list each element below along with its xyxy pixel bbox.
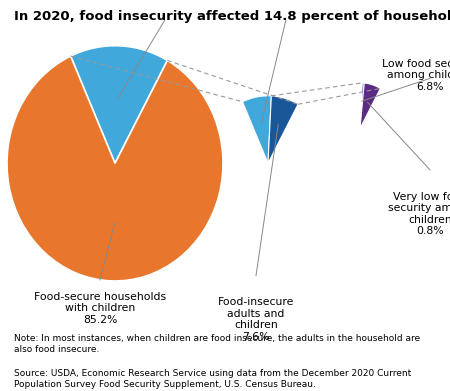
Wedge shape	[7, 56, 223, 281]
Wedge shape	[71, 46, 167, 163]
Text: Low food security
among children
6.8%: Low food security among children 6.8%	[382, 59, 450, 92]
Wedge shape	[360, 83, 380, 129]
Text: Food-secure households
with children
85.2%: Food-secure households with children 85.…	[34, 292, 166, 325]
Text: Note: In most instances, when children are food insecure, the adults in the hous: Note: In most instances, when children a…	[14, 334, 419, 354]
Text: Source: USDA, Economic Research Service using data from the December 2020 Curren: Source: USDA, Economic Research Service …	[14, 369, 411, 389]
Text: Food-insecure
households
with children
14.8%: Food-insecure households with children 1…	[0, 390, 1, 391]
Wedge shape	[268, 96, 298, 163]
Text: Food-insecure
adults only
7.2%: Food-insecure adults only 7.2%	[0, 390, 1, 391]
Wedge shape	[360, 83, 364, 129]
Wedge shape	[243, 96, 271, 163]
Text: In 2020, food insecurity affected 14.8 percent of households with children: In 2020, food insecurity affected 14.8 p…	[14, 10, 450, 23]
Text: Very low food
security among
children
0.8%: Very low food security among children 0.…	[387, 192, 450, 237]
Text: Food-insecure
adults and
children
7.6%: Food-insecure adults and children 7.6%	[218, 297, 294, 342]
